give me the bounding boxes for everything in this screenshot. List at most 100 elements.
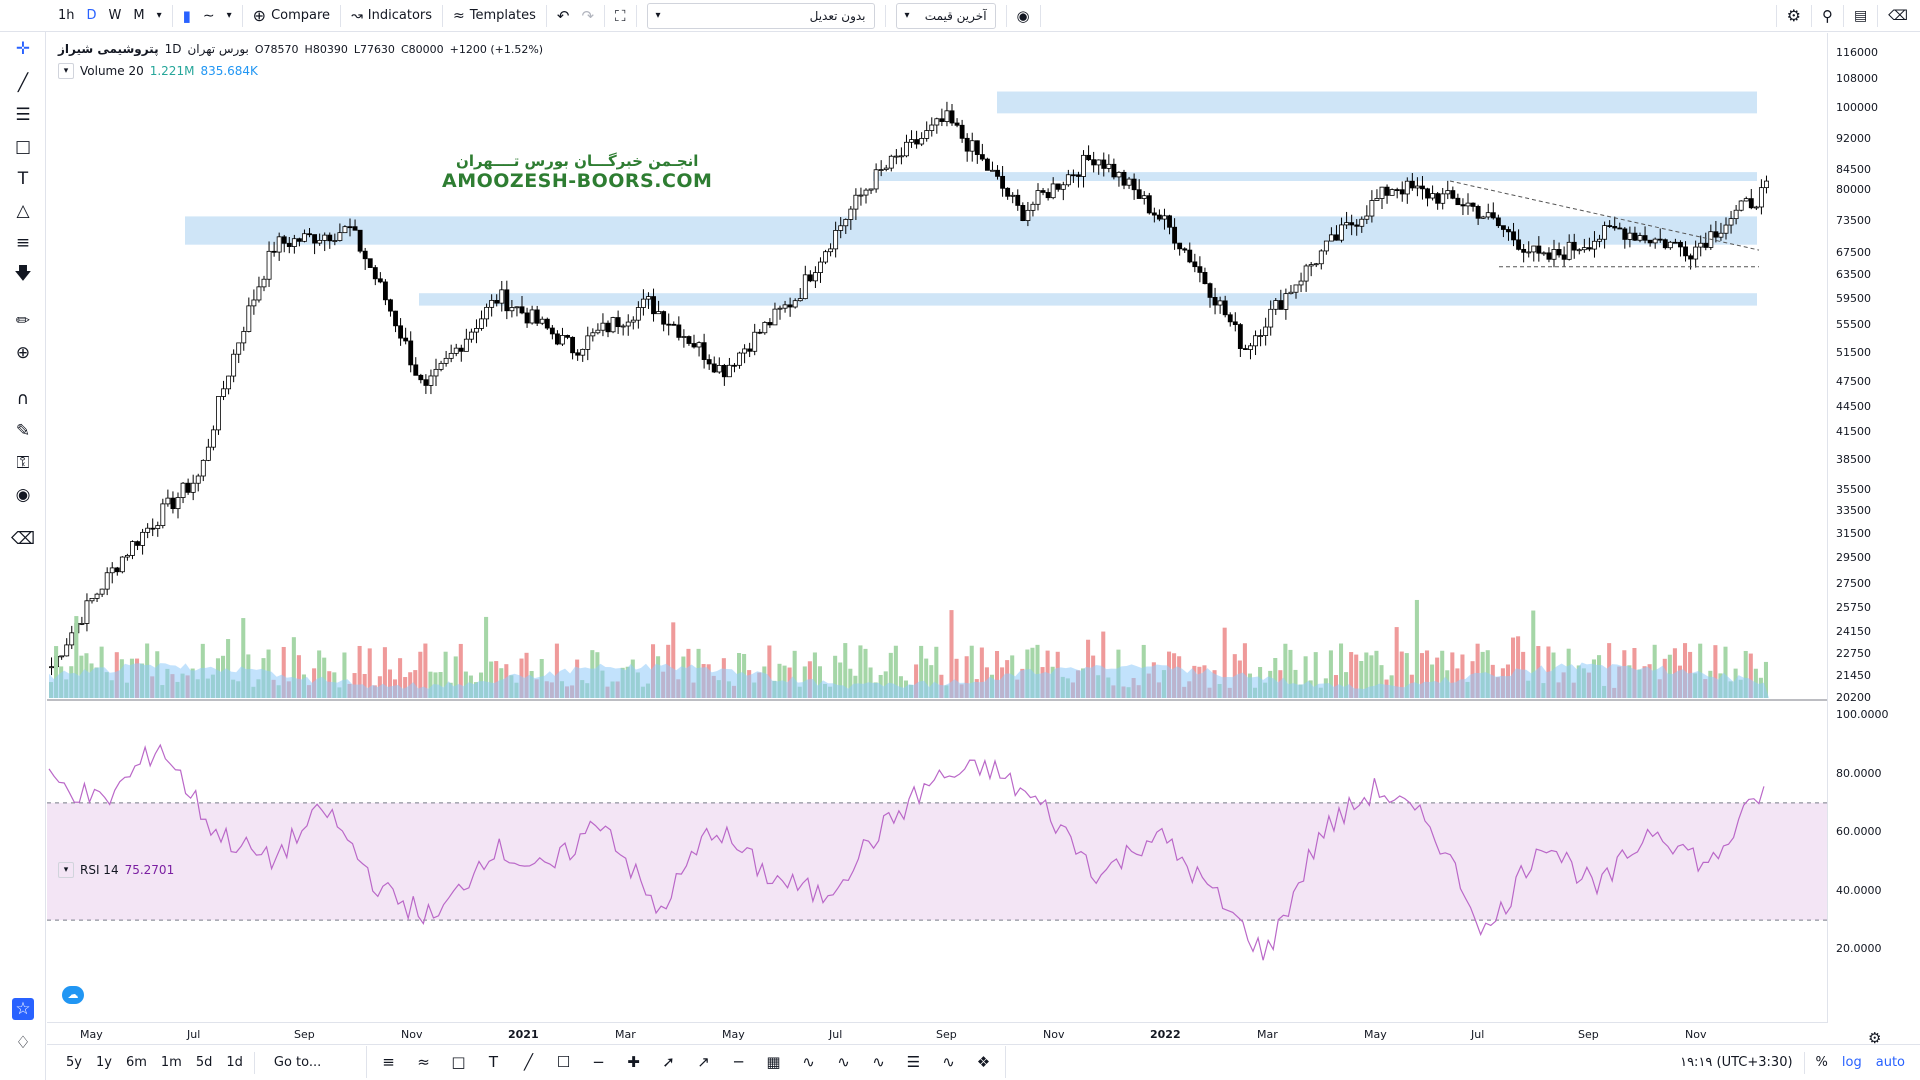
adjustment-dropdown[interactable]: ▾ بدون تعدیل [646,2,875,29]
ray-icon[interactable]: ↗ [697,1053,710,1071]
candle-type-icon[interactable]: ▮ [182,6,191,25]
percent-toggle[interactable]: % [1815,1055,1828,1070]
cross-line-icon[interactable]: ✚ [627,1053,640,1071]
log-toggle[interactable]: log [1841,1055,1862,1070]
time-axis[interactable]: May Jul Sep Nov 2021 Mar May Jul Sep Nov 2022 Mar Ma… [47,1022,1827,1044]
auto-toggle[interactable]: auto [1875,1055,1905,1070]
range-1m[interactable]: 1m [160,1055,182,1070]
chart-svg[interactable] [47,33,1827,1023]
trend-line-icon[interactable]: ╱ [523,1053,534,1071]
collapse-chevron-icon[interactable]: ▾ [58,63,74,79]
range-1y[interactable]: 1y [95,1055,112,1070]
favorite-star-icon[interactable]: ☆ [12,998,34,1020]
divider [604,4,606,27]
share-icon[interactable]: ⚲ [1821,6,1833,25]
range-6m[interactable]: 6m [125,1055,147,1070]
candle-body [286,242,292,247]
fullscreen-icon[interactable]: ⛶ [615,6,626,25]
goto-button[interactable]: Go to... [273,1055,322,1070]
brush-icon[interactable]: ∿ [942,1053,955,1071]
symbol-legend[interactable]: پتروشیمی شیراز 1D بورس تهران O78570 H803… [58,42,549,56]
chart-pane[interactable] [47,33,1827,1023]
symbol-name[interactable]: پتروشیمی شیراز [58,42,159,56]
volume-legend[interactable]: ▾ Volume 20 1.221M 835.684K [58,63,258,79]
interval-d[interactable]: D [86,8,97,23]
compare-label: Compare [271,8,331,23]
ruler-icon[interactable]: ✏ [15,311,31,331]
rectangle-icon[interactable]: □ [14,137,32,157]
horizontal-ray-icon[interactable]: − [592,1053,605,1071]
interval-chevron-down-icon[interactable]: ▾ [156,10,162,21]
layers-icon[interactable]: ♢ [15,1033,31,1053]
horizontal-line-icon[interactable]: ─ [733,1053,744,1071]
path-icon[interactable]: ❖ [976,1053,991,1071]
volume-bar [1516,636,1521,698]
date-range-icon[interactable]: ▦ [766,1053,781,1071]
prediction-icon[interactable]: ≡ [15,233,31,253]
line-type-icon[interactable]: ∼ [202,7,215,24]
volume-bar [524,652,529,698]
xabcd-pattern-icon[interactable]: ∿ [802,1053,815,1071]
indicators-icon: ↝ [351,7,363,24]
range-1d[interactable]: 1d [226,1055,243,1070]
pitchfork-icon[interactable]: ☰ [15,105,31,125]
trash-icon[interactable]: ⌫ [1888,7,1908,24]
collapse-chevron-icon[interactable]: ▾ [58,862,74,878]
elliott-wave-icon[interactable]: ∿ [872,1053,885,1071]
channel-icon[interactable]: ≈ [417,1053,430,1071]
candle-body [1237,324,1243,349]
settings-gear-icon[interactable]: ⚙ [1786,6,1801,25]
candle-body [1151,212,1157,216]
volume-bar [893,645,898,698]
candle-body [1475,206,1481,219]
volume-bar [1354,654,1359,698]
candle-body [539,318,545,324]
text-icon[interactable]: T [17,169,29,189]
pattern-icon[interactable]: △ [16,201,30,221]
fib-retracement-icon[interactable]: ☰ [906,1053,921,1071]
rectangle-icon[interactable]: □ [451,1053,466,1071]
draw-mode-icon[interactable]: ✎ [15,421,31,441]
axis-settings-gear-icon[interactable]: ⚙ [1868,1029,1882,1047]
candle-body [1364,215,1370,220]
snapshot-icon[interactable]: ▤ [1853,7,1868,24]
arrow-down-icon[interactable]: 🡇 [14,263,32,284]
abcd-pattern-icon[interactable]: ∿ [837,1053,850,1071]
eye-icon[interactable]: ◉ [1016,6,1030,25]
callout-icon[interactable]: ☐ [556,1053,571,1071]
interval-m[interactable]: M [133,8,145,23]
interval-w[interactable]: W [108,8,122,23]
range-5y[interactable]: 5y [66,1055,82,1070]
lock-icon[interactable]: ⚿ [16,453,30,473]
text-icon[interactable]: T [488,1053,499,1071]
range-5d[interactable]: 5d [195,1055,213,1070]
interval-1h[interactable]: 1h [58,8,75,23]
cloud-icon[interactable]: ☁ [62,986,84,1004]
price-axis[interactable]: 116000 108000 100000 92000 84500 80000 73500 67… [1827,33,1920,1047]
chart-type-chevron-down-icon[interactable]: ▾ [226,10,232,21]
candle-body [49,666,54,669]
compare-button[interactable]: ⊕ Compare [247,0,336,32]
crosshair-icon[interactable]: ✛ [15,39,31,59]
candle-body [130,541,135,556]
clock-timezone[interactable]: ۱۹:۱۹ (UTC+3:30) [1680,1055,1793,1070]
extended-line-icon[interactable]: ➚ [662,1053,675,1071]
rsi-legend[interactable]: ▾ RSI 14 75.2701 [58,862,174,878]
undo-icon[interactable]: ↶ [556,6,570,25]
horizontal-lines-icon[interactable]: ≡ [382,1053,395,1071]
volume-ma-area [49,662,1769,698]
zoom-in-icon[interactable]: ⊕ [15,343,31,363]
redo-icon[interactable]: ↷ [581,6,595,25]
trend-line-icon[interactable]: ╱ [17,73,29,93]
candle-body [1248,345,1253,350]
volume-bar [1273,657,1278,698]
trash-icon[interactable]: ⌫ [10,529,36,549]
candle-body [1101,159,1107,169]
candle-body [782,304,788,309]
candle-body [1647,239,1653,244]
templates-button[interactable]: ≈ Templates [447,0,542,32]
magnet-icon[interactable]: ∩ [16,389,30,409]
price-source-dropdown[interactable]: ▾ آخرین قیمت [895,2,996,29]
indicators-button[interactable]: ↝ Indicators [345,0,438,32]
eye-icon[interactable]: ◉ [15,485,31,505]
